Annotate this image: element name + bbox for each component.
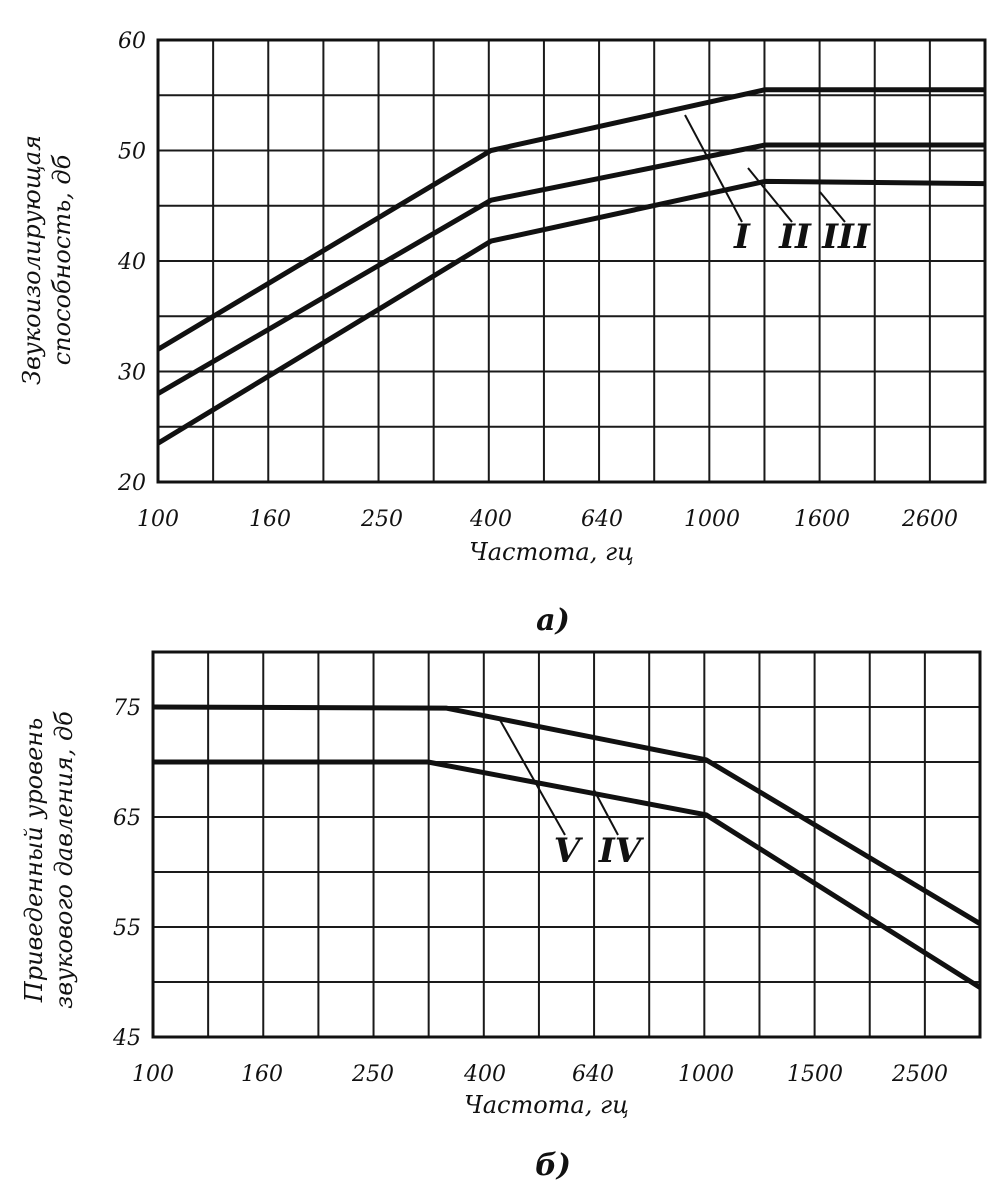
x-tick-label: 1000 [684, 507, 740, 532]
y-tick-label: 75 [113, 696, 141, 721]
chart-panel-b: 45 55 65 75 100 160 250 400 640 1000 1500 2500 V IV Ча… [20, 650, 982, 1183]
series-leader-line [747, 167, 793, 223]
series-label-iv: IV [598, 831, 645, 871]
x-tick-label: 400 [463, 1062, 506, 1087]
series-leader-line [684, 114, 743, 223]
y-tick-label: 20 [117, 471, 146, 496]
series-line-i [156, 87, 985, 352]
y-axis-title-line: звукового давления, дб [50, 711, 78, 1009]
x-tick-label: 400 [469, 507, 512, 532]
series-line-iv [153, 759, 982, 990]
x-tick-label: 100 [137, 507, 179, 532]
plot-frame [151, 650, 982, 1039]
series-label-ii: II [778, 217, 812, 257]
series-line-ii [156, 142, 985, 396]
y-tick-label: 65 [113, 806, 141, 831]
series-label-v: V [554, 831, 584, 871]
x-tick-label: 1000 [678, 1062, 734, 1087]
y-axis-title-line: способность, дб [48, 154, 76, 365]
y-tick-label: 30 [118, 361, 146, 386]
series-leader-line [819, 191, 846, 223]
y-tick-label: 50 [118, 140, 146, 165]
y-tick-label: 40 [117, 250, 146, 275]
y-tick-label: 55 [113, 916, 141, 941]
series-label-iii: III [821, 217, 871, 257]
x-tick-label: 1600 [794, 507, 850, 532]
x-tick-label: 640 [581, 507, 623, 532]
panel-label: а) [536, 603, 570, 638]
x-tick-label: 2500 [891, 1062, 948, 1087]
x-axis-title: Частота, гц [469, 538, 634, 566]
series-line-v [152, 704, 982, 926]
x-tick-label: 160 [241, 1062, 283, 1087]
x-axis-title: Частота, гц [464, 1091, 629, 1119]
series-label-i: I [733, 217, 751, 257]
series-leader-line [499, 719, 566, 836]
grid [157, 39, 986, 483]
y-axis-title-line: Звукоизолирующая [18, 135, 46, 385]
series-leader-line [593, 789, 619, 836]
x-tick-label: 100 [132, 1062, 174, 1087]
x-tick-label: 250 [351, 1062, 394, 1087]
x-tick-label: 2600 [901, 507, 958, 532]
plot-frame [156, 38, 987, 484]
y-tick-label: 45 [112, 1026, 141, 1051]
x-tick-label: 250 [360, 507, 403, 532]
y-tick-label: 60 [118, 29, 146, 54]
panel-label: б) [535, 1148, 571, 1183]
y-axis-title-line: Приведенный уровень [20, 718, 48, 1003]
series-line-iii [156, 178, 986, 446]
x-tick-label: 1500 [787, 1062, 843, 1087]
x-tick-label: 160 [249, 507, 291, 532]
x-tick-label: 640 [572, 1062, 614, 1087]
